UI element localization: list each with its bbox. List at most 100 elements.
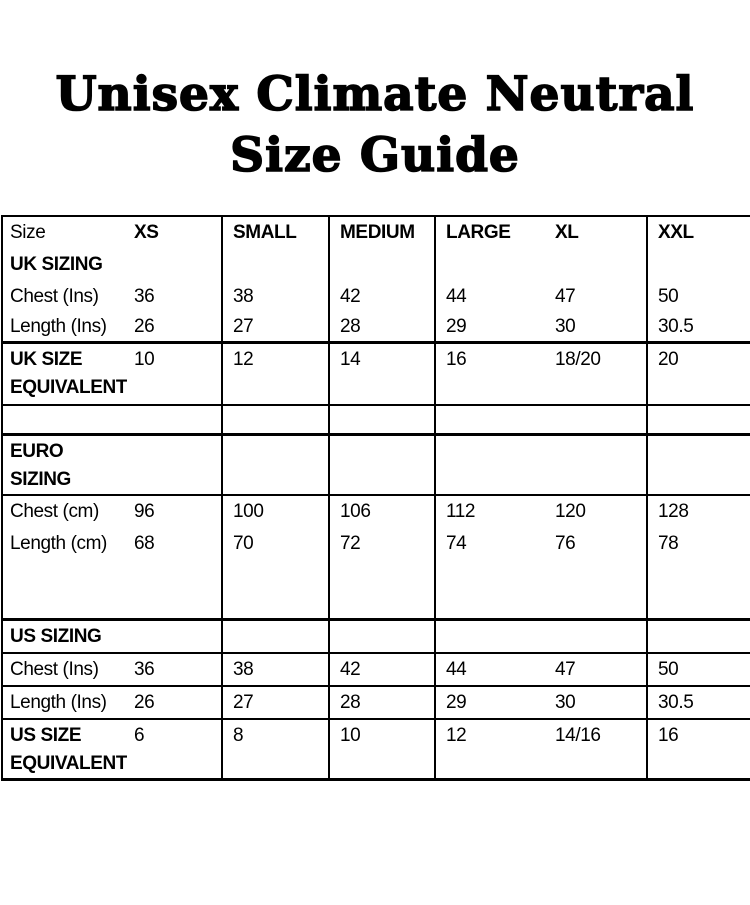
empty-cell xyxy=(221,560,329,621)
empty-cell xyxy=(127,560,222,621)
value-cell: 12 xyxy=(434,719,545,781)
row-label: Length (Ins) xyxy=(2,311,127,344)
value-cell: 96 xyxy=(134,501,155,522)
page-title: Unisex Climate Neutral Size Guide xyxy=(0,64,750,186)
value-cell: 47 xyxy=(555,286,576,307)
empty-cell xyxy=(127,404,222,436)
section-label: EURO SIZING xyxy=(2,434,127,496)
us-length-row: Length (Ins) 26 27 28 29 30 30.5 xyxy=(2,686,750,720)
value-cell: 120 xyxy=(555,501,586,522)
empty-cell xyxy=(328,560,435,621)
value-cell: 42 xyxy=(328,281,435,311)
column-header-xl: XL xyxy=(555,222,579,243)
empty-cell xyxy=(545,560,647,621)
value-cell xyxy=(434,249,545,281)
value-cell: 27 xyxy=(221,311,329,344)
value-cell: 26 xyxy=(127,311,222,344)
us-sizing-section-row: US SIZING xyxy=(2,619,750,654)
size-guide-table: Size XS SMALL MEDIUM LARGE XL XXL UK SIZ… xyxy=(1,215,750,781)
value-cell: 68 xyxy=(134,533,155,554)
value-cell: 72 xyxy=(328,528,435,560)
value-cell: 20 xyxy=(646,342,750,406)
value-cell xyxy=(545,434,647,496)
row-label: UK SIZE EQUIVALENT xyxy=(2,342,127,406)
empty-cell xyxy=(2,404,127,436)
uk-length-row: Length (Ins) 26 27 28 29 30 30.5 xyxy=(2,311,750,344)
value-cell: 106 xyxy=(328,495,435,528)
value-cell: 28 xyxy=(328,311,435,344)
value-cell: 50 xyxy=(646,653,750,687)
value-cell: 42 xyxy=(328,653,435,687)
empty-cell xyxy=(545,404,647,436)
value-cell xyxy=(221,434,329,496)
value-cell: 76 xyxy=(555,533,576,554)
euro-chest-row: Chest (cm) 96 100 106 112 120 128 xyxy=(2,495,750,528)
row-label: Chest (Ins) xyxy=(10,286,99,307)
value-cell: 8 xyxy=(221,719,329,781)
value-cell: 10 xyxy=(127,342,222,406)
value-cell xyxy=(646,249,750,281)
column-header-small: SMALL xyxy=(221,216,329,249)
value-cell xyxy=(545,249,647,281)
value-cell xyxy=(127,249,222,281)
value-cell xyxy=(328,249,435,281)
euro-length-row: Length (cm) 68 70 72 74 76 78 xyxy=(2,528,750,560)
value-cell: 36 xyxy=(127,653,222,687)
empty-cell xyxy=(434,560,545,621)
value-cell: 36 xyxy=(134,286,155,307)
uk-chest-row: Chest (Ins) 36 38 42 44 47 50 xyxy=(2,281,750,311)
value-cell: 14 xyxy=(328,342,435,406)
column-header-size: Size xyxy=(10,222,46,243)
empty-cell xyxy=(646,404,750,436)
column-header-large: LARGE xyxy=(434,216,545,249)
uk-sizing-section-row: UK SIZING xyxy=(2,249,750,281)
value-cell: 18/20 xyxy=(545,342,647,406)
value-cell xyxy=(434,619,545,654)
value-cell: 30 xyxy=(545,311,647,344)
value-cell xyxy=(127,619,222,654)
value-cell: 70 xyxy=(221,528,329,560)
spacer-row xyxy=(2,404,750,436)
value-cell: 74 xyxy=(434,528,545,560)
row-label: Chest (cm) xyxy=(10,501,99,522)
value-cell xyxy=(434,434,545,496)
value-cell: 28 xyxy=(328,686,435,720)
row-label: Chest (Ins) xyxy=(2,653,127,687)
value-cell: 30.5 xyxy=(646,311,750,344)
section-label: US SIZING xyxy=(2,619,127,654)
us-chest-row: Chest (Ins) 36 38 42 44 47 50 xyxy=(2,653,750,687)
value-cell: 16 xyxy=(646,719,750,781)
column-header-xs: XS xyxy=(134,222,159,243)
value-cell: 6 xyxy=(127,719,222,781)
value-cell: 47 xyxy=(545,653,647,687)
uk-size-equivalent-row: UK SIZE EQUIVALENT 10 12 14 16 18/20 20 xyxy=(2,342,750,406)
row-label: Length (cm) xyxy=(10,533,107,554)
spacer-row xyxy=(2,560,750,621)
value-cell: 29 xyxy=(434,686,545,720)
value-cell: 12 xyxy=(221,342,329,406)
header-row: Size XS SMALL MEDIUM LARGE XL XXL xyxy=(2,216,750,249)
value-cell: 29 xyxy=(434,311,545,344)
section-label: UK SIZING xyxy=(10,254,103,275)
value-cell xyxy=(328,619,435,654)
value-cell xyxy=(221,619,329,654)
value-cell: 100 xyxy=(221,495,329,528)
value-cell xyxy=(545,619,647,654)
value-cell: 10 xyxy=(328,719,435,781)
row-label: Length (Ins) xyxy=(2,686,127,720)
value-cell xyxy=(221,249,329,281)
euro-sizing-section-row: EURO SIZING xyxy=(2,434,750,496)
empty-cell xyxy=(434,404,545,436)
value-cell: 38 xyxy=(221,653,329,687)
value-cell: 30 xyxy=(545,686,647,720)
page-title-line2: Size Guide xyxy=(229,127,520,184)
value-cell xyxy=(328,434,435,496)
value-cell: 112 xyxy=(434,495,545,528)
value-cell xyxy=(646,619,750,654)
empty-cell xyxy=(328,404,435,436)
us-size-equivalent-row: US SIZE EQUIVALENT 6 8 10 12 14/16 16 xyxy=(2,719,750,781)
value-cell: 44 xyxy=(434,653,545,687)
value-cell: 44 xyxy=(434,281,545,311)
row-label: US SIZE EQUIVALENT xyxy=(2,719,127,781)
